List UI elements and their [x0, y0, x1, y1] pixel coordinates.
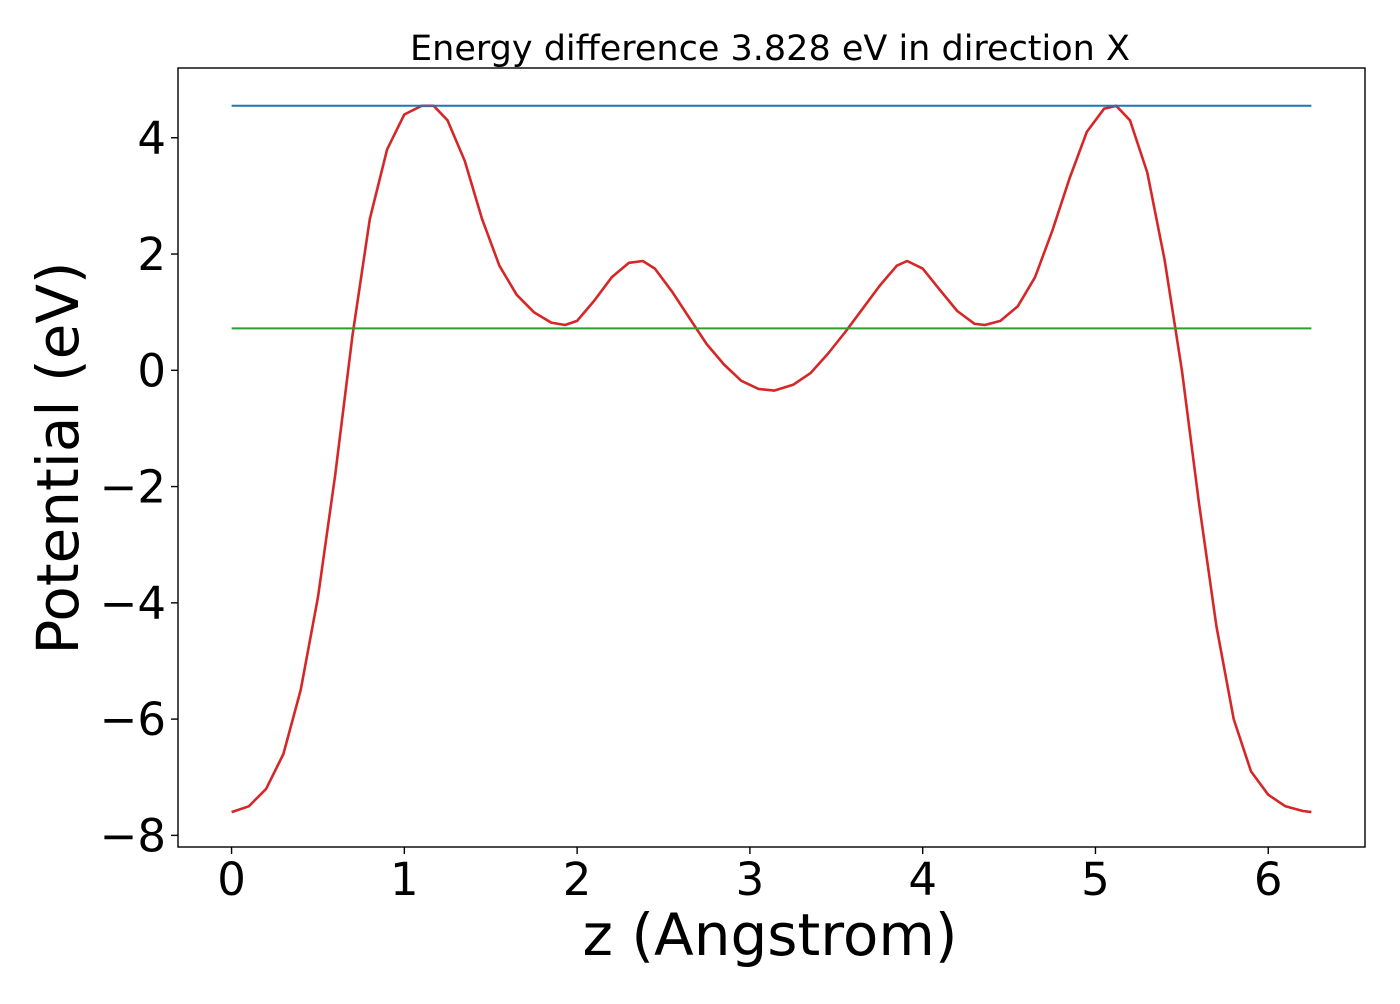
x-tick-label: 2: [563, 853, 592, 906]
plot-frame: [177, 67, 1366, 848]
plot-area: [231, 104, 1312, 814]
y-tick-label: 2: [137, 228, 166, 281]
chart-title: Energy difference 3.828 eV in direction …: [410, 29, 1130, 69]
x-tick-label: 5: [1081, 853, 1110, 906]
y-tick-label: −8: [100, 809, 166, 862]
x-tick-label: 4: [908, 853, 937, 906]
y-tick-label: 0: [137, 344, 166, 397]
x-tick-label: 1: [390, 853, 419, 906]
y-tick-label: 4: [137, 112, 166, 165]
x-axis-ticks: 0 1 2 3 4 5 6: [217, 847, 1283, 906]
x-tick-label: 0: [217, 853, 246, 906]
y-tick-label: −2: [100, 461, 166, 514]
y-axis-label: Potential (eV): [24, 261, 92, 654]
y-axis-ticks: −8 −6 −4 −2 0 2 4: [100, 112, 178, 862]
potential-curve-series: [231, 104, 1312, 814]
x-tick-label: 6: [1254, 853, 1283, 906]
y-tick-label: −6: [100, 693, 166, 746]
x-tick-label: 3: [736, 853, 765, 906]
y-tick-label: −4: [100, 577, 166, 630]
x-axis-label: z (Angstrom): [583, 901, 958, 969]
